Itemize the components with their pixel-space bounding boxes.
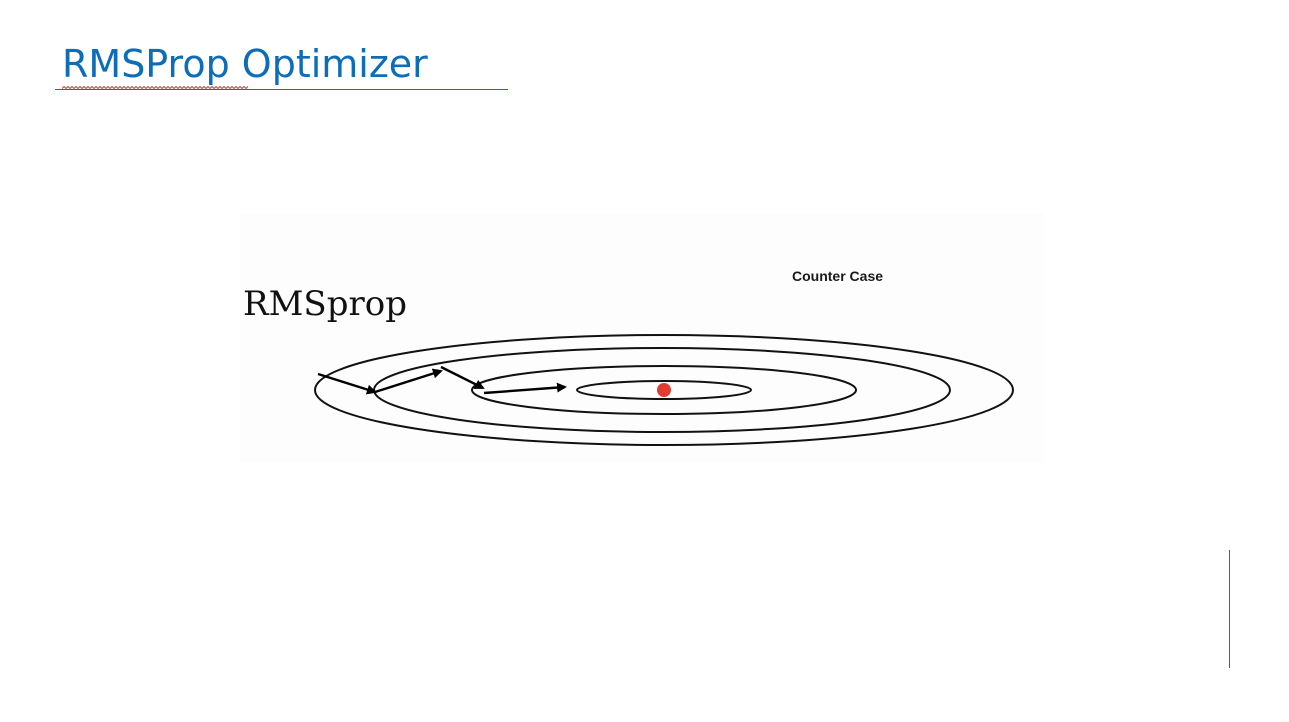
- step-arrow-2: [374, 368, 443, 394]
- rmsprop-contour-figure: RMSprop Counter Case: [240, 213, 1045, 463]
- contour-ring-inner: [576, 380, 752, 400]
- step-arrow-1: [317, 372, 377, 395]
- figure-backdrop: [240, 213, 1045, 463]
- step-arrow-4: [483, 382, 567, 395]
- slide-title: RMSProp Optimizer: [62, 42, 428, 86]
- spellcheck-squiggle: [62, 86, 248, 90]
- side-vertical-rule: [1229, 550, 1230, 668]
- figure-heading: RMSprop: [243, 284, 407, 324]
- title-underline-rule: [55, 89, 508, 90]
- figure-caption: Counter Case: [792, 268, 883, 284]
- contour-ring-outer: [314, 334, 1014, 446]
- step-arrow-3: [440, 365, 485, 390]
- contour-ring-third: [471, 365, 857, 415]
- minimum-point: [657, 383, 671, 397]
